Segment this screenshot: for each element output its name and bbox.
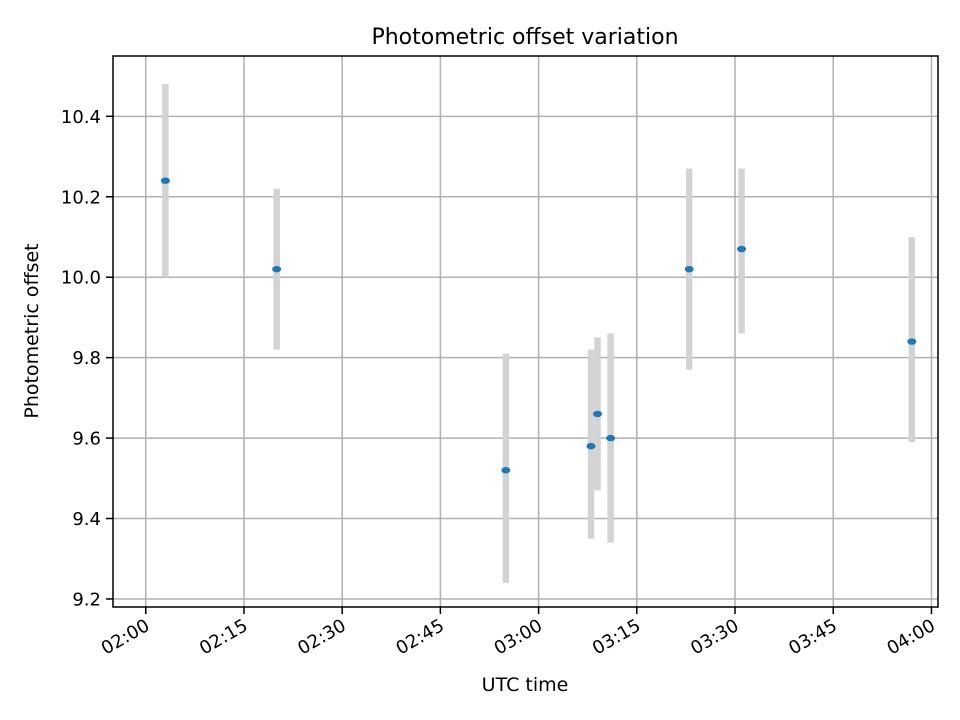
y-tick-label: 10.2 [61, 187, 101, 208]
data-point [593, 410, 603, 418]
data-point [737, 245, 747, 253]
chart-title: Photometric offset variation [371, 25, 678, 50]
y-tick-label: 9.6 [72, 429, 101, 450]
y-tick-label: 9.8 [72, 348, 101, 369]
grid-lines [113, 56, 938, 607]
data-point [160, 177, 170, 184]
data-point [501, 467, 511, 474]
y-tick-label: 10.4 [61, 107, 101, 128]
data-point [586, 442, 596, 450]
plot-frame [112, 55, 939, 608]
data-points [160, 177, 917, 474]
data-point [272, 265, 282, 273]
y-axis-ticks: 9.2 9.4 9.6 9.8 10.0 10.2 10.4 [61, 107, 113, 610]
y-axis-label: Photometric offset [21, 243, 43, 418]
data-point [606, 434, 616, 442]
x-axis-label: UTC time [482, 674, 569, 696]
y-tick-label: 9.2 [72, 589, 101, 610]
data-point [684, 265, 694, 273]
data-point [907, 338, 917, 345]
y-tick-label: 10.0 [61, 268, 101, 289]
y-tick-label: 9.4 [72, 509, 101, 530]
